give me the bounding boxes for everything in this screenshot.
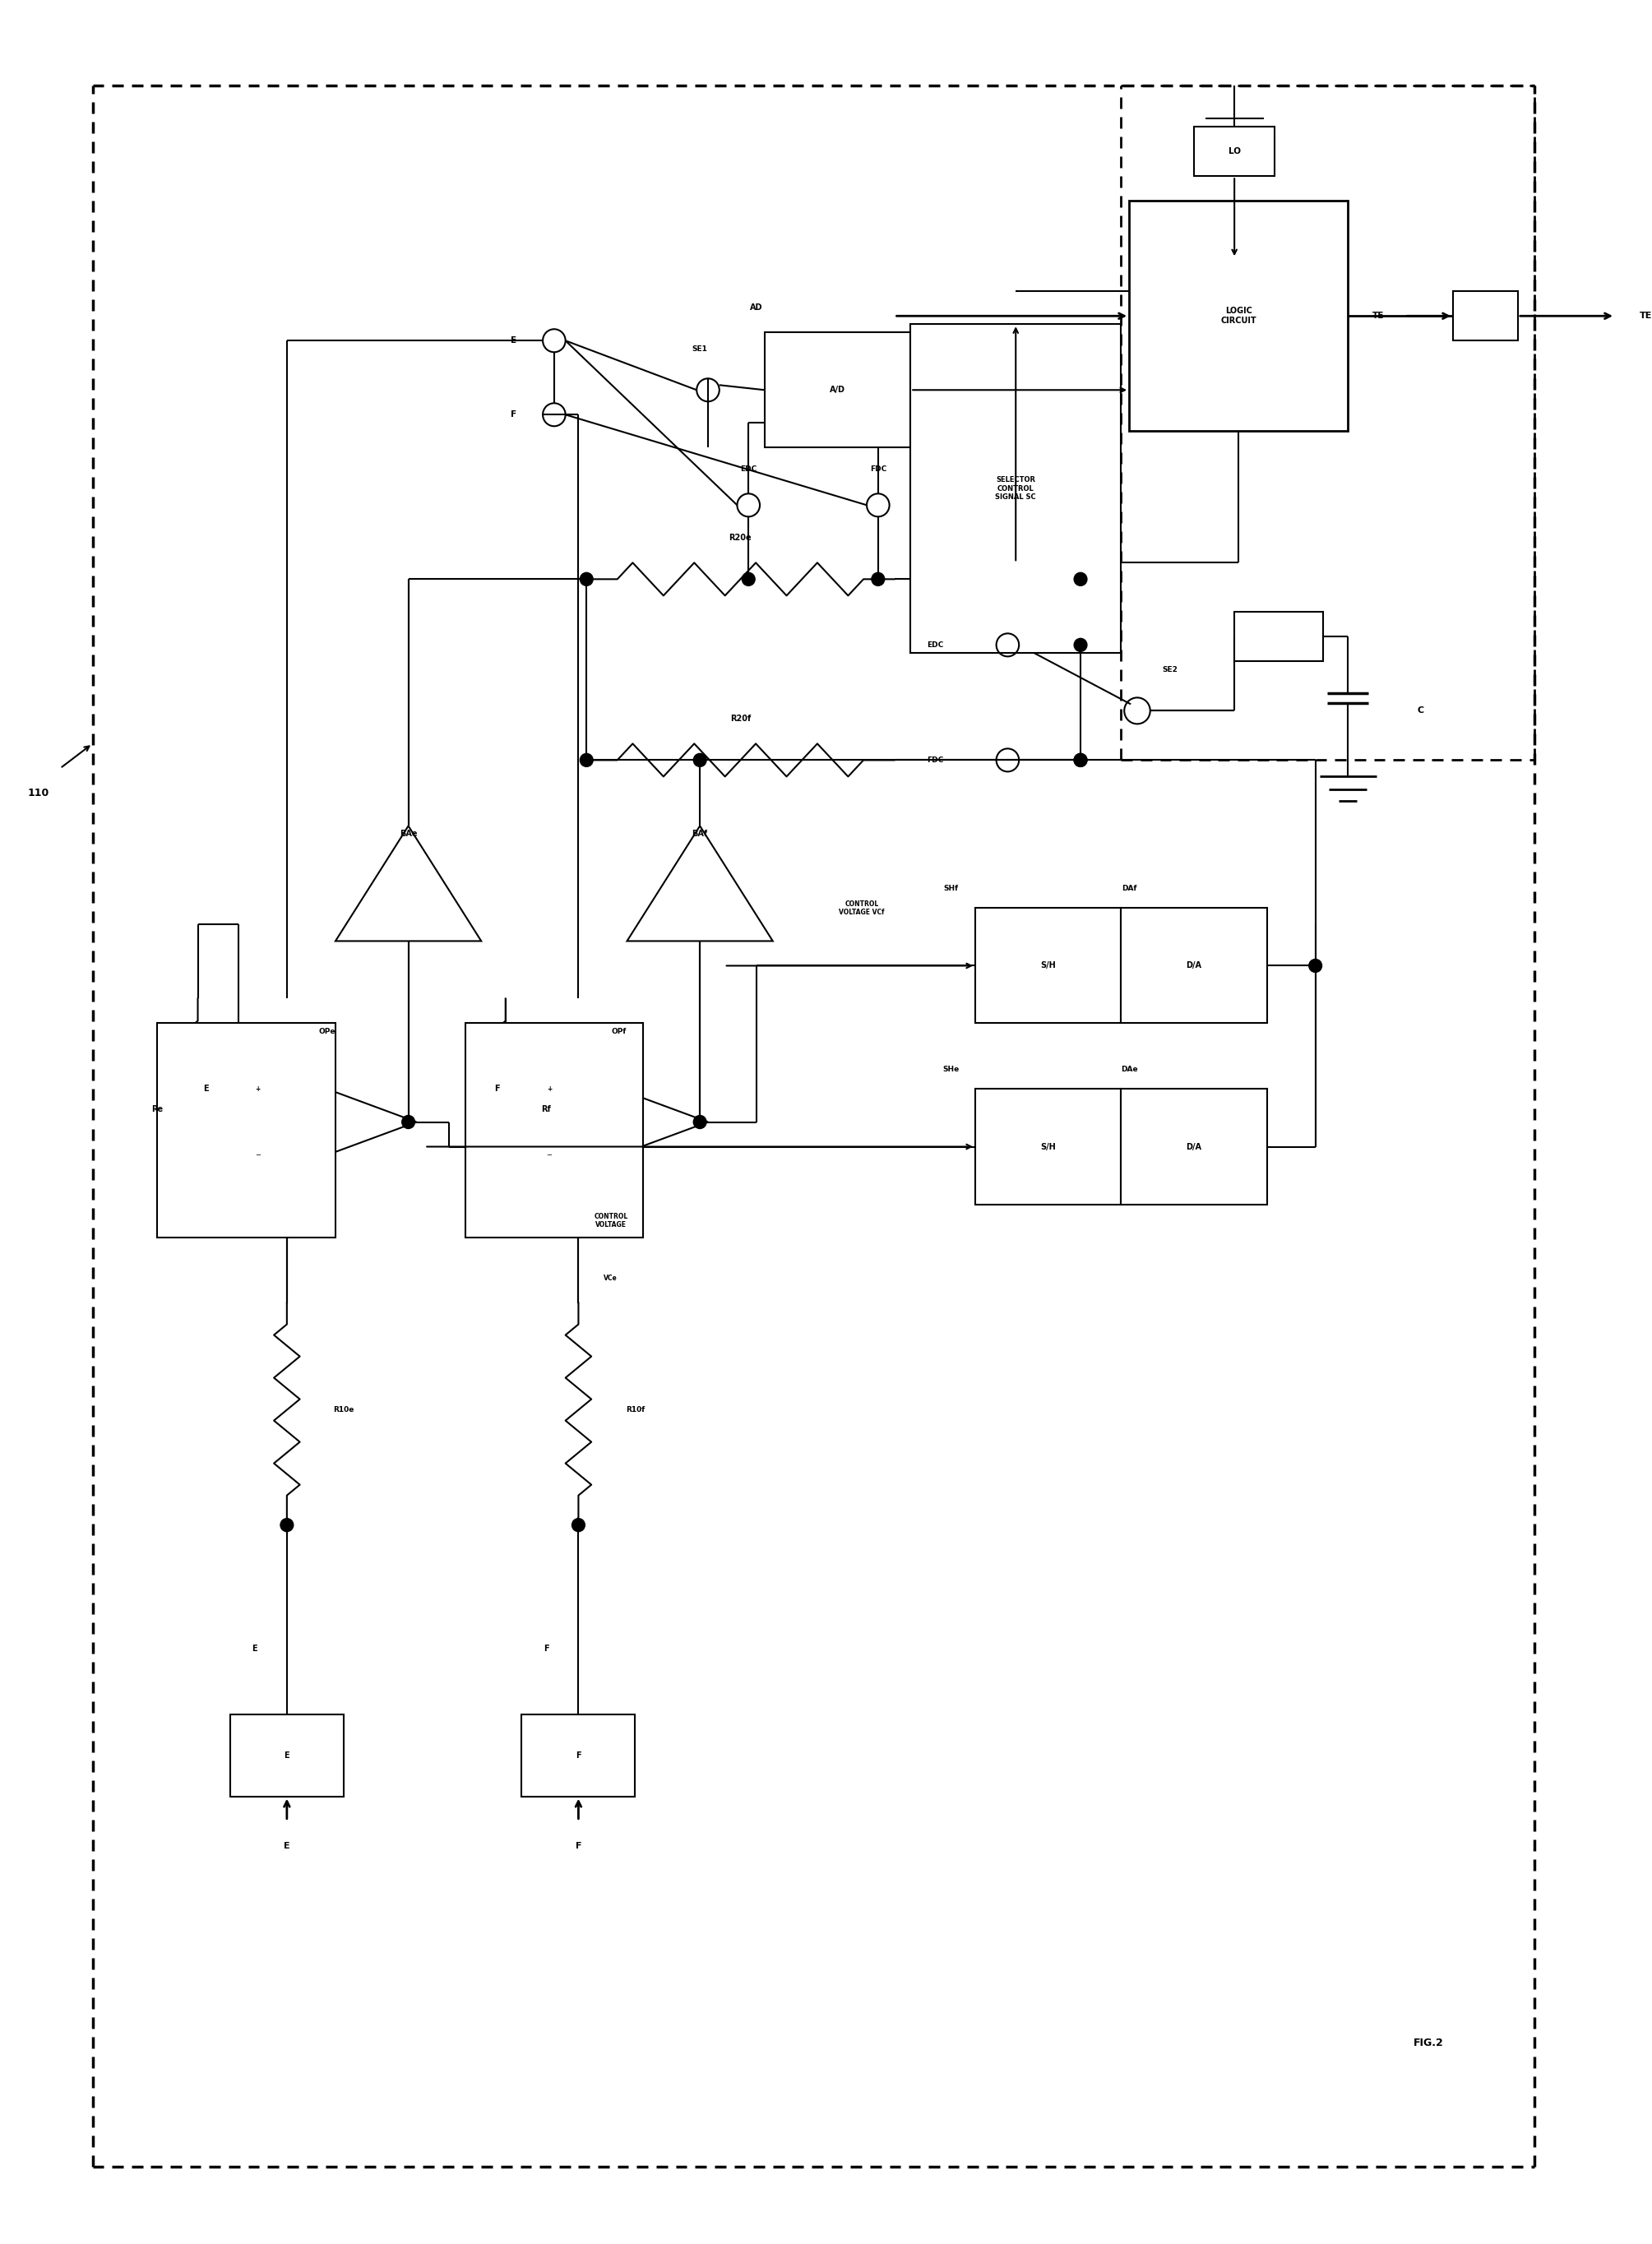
Text: OPf: OPf xyxy=(611,1028,626,1034)
Text: LO: LO xyxy=(1227,148,1241,155)
Bar xyxy=(1122,909,1267,1023)
Bar xyxy=(1454,292,1518,341)
Text: A/D: A/D xyxy=(829,386,846,395)
Text: E: E xyxy=(284,1750,289,1759)
Text: AD: AD xyxy=(750,303,763,312)
Text: C: C xyxy=(1417,707,1424,716)
Text: SHf: SHf xyxy=(943,884,958,893)
Bar xyxy=(1234,613,1323,662)
Text: E: E xyxy=(203,1086,208,1093)
Text: E: E xyxy=(284,1842,291,1849)
Text: FDC: FDC xyxy=(869,465,887,473)
Text: SE2: SE2 xyxy=(1161,666,1178,673)
Text: R10e: R10e xyxy=(334,1407,354,1414)
Text: OPe: OPe xyxy=(319,1028,335,1034)
Text: CONTROL
VOLTAGE: CONTROL VOLTAGE xyxy=(593,1212,628,1230)
Text: F: F xyxy=(494,1086,501,1093)
Circle shape xyxy=(572,1519,585,1533)
Text: +: + xyxy=(254,1086,261,1093)
Text: SE1: SE1 xyxy=(692,346,707,352)
Circle shape xyxy=(281,1519,294,1533)
Circle shape xyxy=(1074,637,1087,651)
Text: SHe: SHe xyxy=(943,1066,960,1073)
Text: D/A: D/A xyxy=(1186,963,1201,969)
Text: S/H: S/H xyxy=(1041,1142,1056,1151)
Text: BAe: BAe xyxy=(400,830,418,839)
Text: E: E xyxy=(510,337,517,346)
Text: CONTROL
VOLTAGE VCf: CONTROL VOLTAGE VCf xyxy=(839,900,885,916)
Text: FDC: FDC xyxy=(927,756,943,763)
Bar xyxy=(910,323,1122,653)
Text: DAf: DAf xyxy=(1122,884,1137,893)
Circle shape xyxy=(401,1115,415,1129)
Bar xyxy=(522,1714,634,1797)
Circle shape xyxy=(742,572,755,586)
Text: Rf: Rf xyxy=(542,1106,550,1113)
Circle shape xyxy=(694,754,707,767)
Text: TE: TE xyxy=(1373,312,1384,321)
Text: EDC: EDC xyxy=(927,642,943,649)
Text: VCe: VCe xyxy=(605,1275,618,1281)
Text: S/H: S/H xyxy=(1041,963,1056,969)
Circle shape xyxy=(580,572,593,586)
Circle shape xyxy=(1074,754,1087,767)
Text: R10f: R10f xyxy=(626,1407,644,1414)
Circle shape xyxy=(1074,754,1087,767)
Text: SELECTOR
CONTROL
SIGNAL SC: SELECTOR CONTROL SIGNAL SC xyxy=(996,476,1036,500)
Bar xyxy=(466,1023,643,1236)
Text: EDC: EDC xyxy=(740,465,757,473)
Text: −: − xyxy=(547,1151,552,1158)
Bar xyxy=(1128,200,1348,431)
Text: −: − xyxy=(254,1151,261,1158)
Bar xyxy=(1122,1088,1267,1205)
Text: F: F xyxy=(575,1750,582,1759)
Circle shape xyxy=(1074,572,1087,586)
Text: D/A: D/A xyxy=(1186,1142,1201,1151)
Circle shape xyxy=(1308,958,1322,972)
Text: R20e: R20e xyxy=(729,534,752,543)
Text: R20f: R20f xyxy=(730,716,750,723)
Bar xyxy=(230,1714,344,1797)
Circle shape xyxy=(580,754,593,767)
Bar xyxy=(975,909,1122,1023)
Circle shape xyxy=(694,1115,707,1129)
Text: F: F xyxy=(575,1842,582,1849)
Text: Re: Re xyxy=(152,1106,164,1113)
Text: DAe: DAe xyxy=(1120,1066,1138,1073)
Bar xyxy=(975,1088,1122,1205)
Text: +: + xyxy=(547,1086,552,1093)
Text: F: F xyxy=(510,411,517,420)
Bar xyxy=(765,332,910,447)
Text: FIG.2: FIG.2 xyxy=(1414,2038,1444,2049)
Text: BAf: BAf xyxy=(692,830,707,839)
Text: F: F xyxy=(544,1645,548,1652)
Bar xyxy=(157,1023,335,1236)
Text: 110: 110 xyxy=(28,788,50,799)
Text: LOGIC
CIRCUIT: LOGIC CIRCUIT xyxy=(1221,307,1257,325)
Bar xyxy=(1194,128,1275,175)
Circle shape xyxy=(872,572,884,586)
Text: TE: TE xyxy=(1639,312,1652,321)
Text: E: E xyxy=(251,1645,258,1652)
